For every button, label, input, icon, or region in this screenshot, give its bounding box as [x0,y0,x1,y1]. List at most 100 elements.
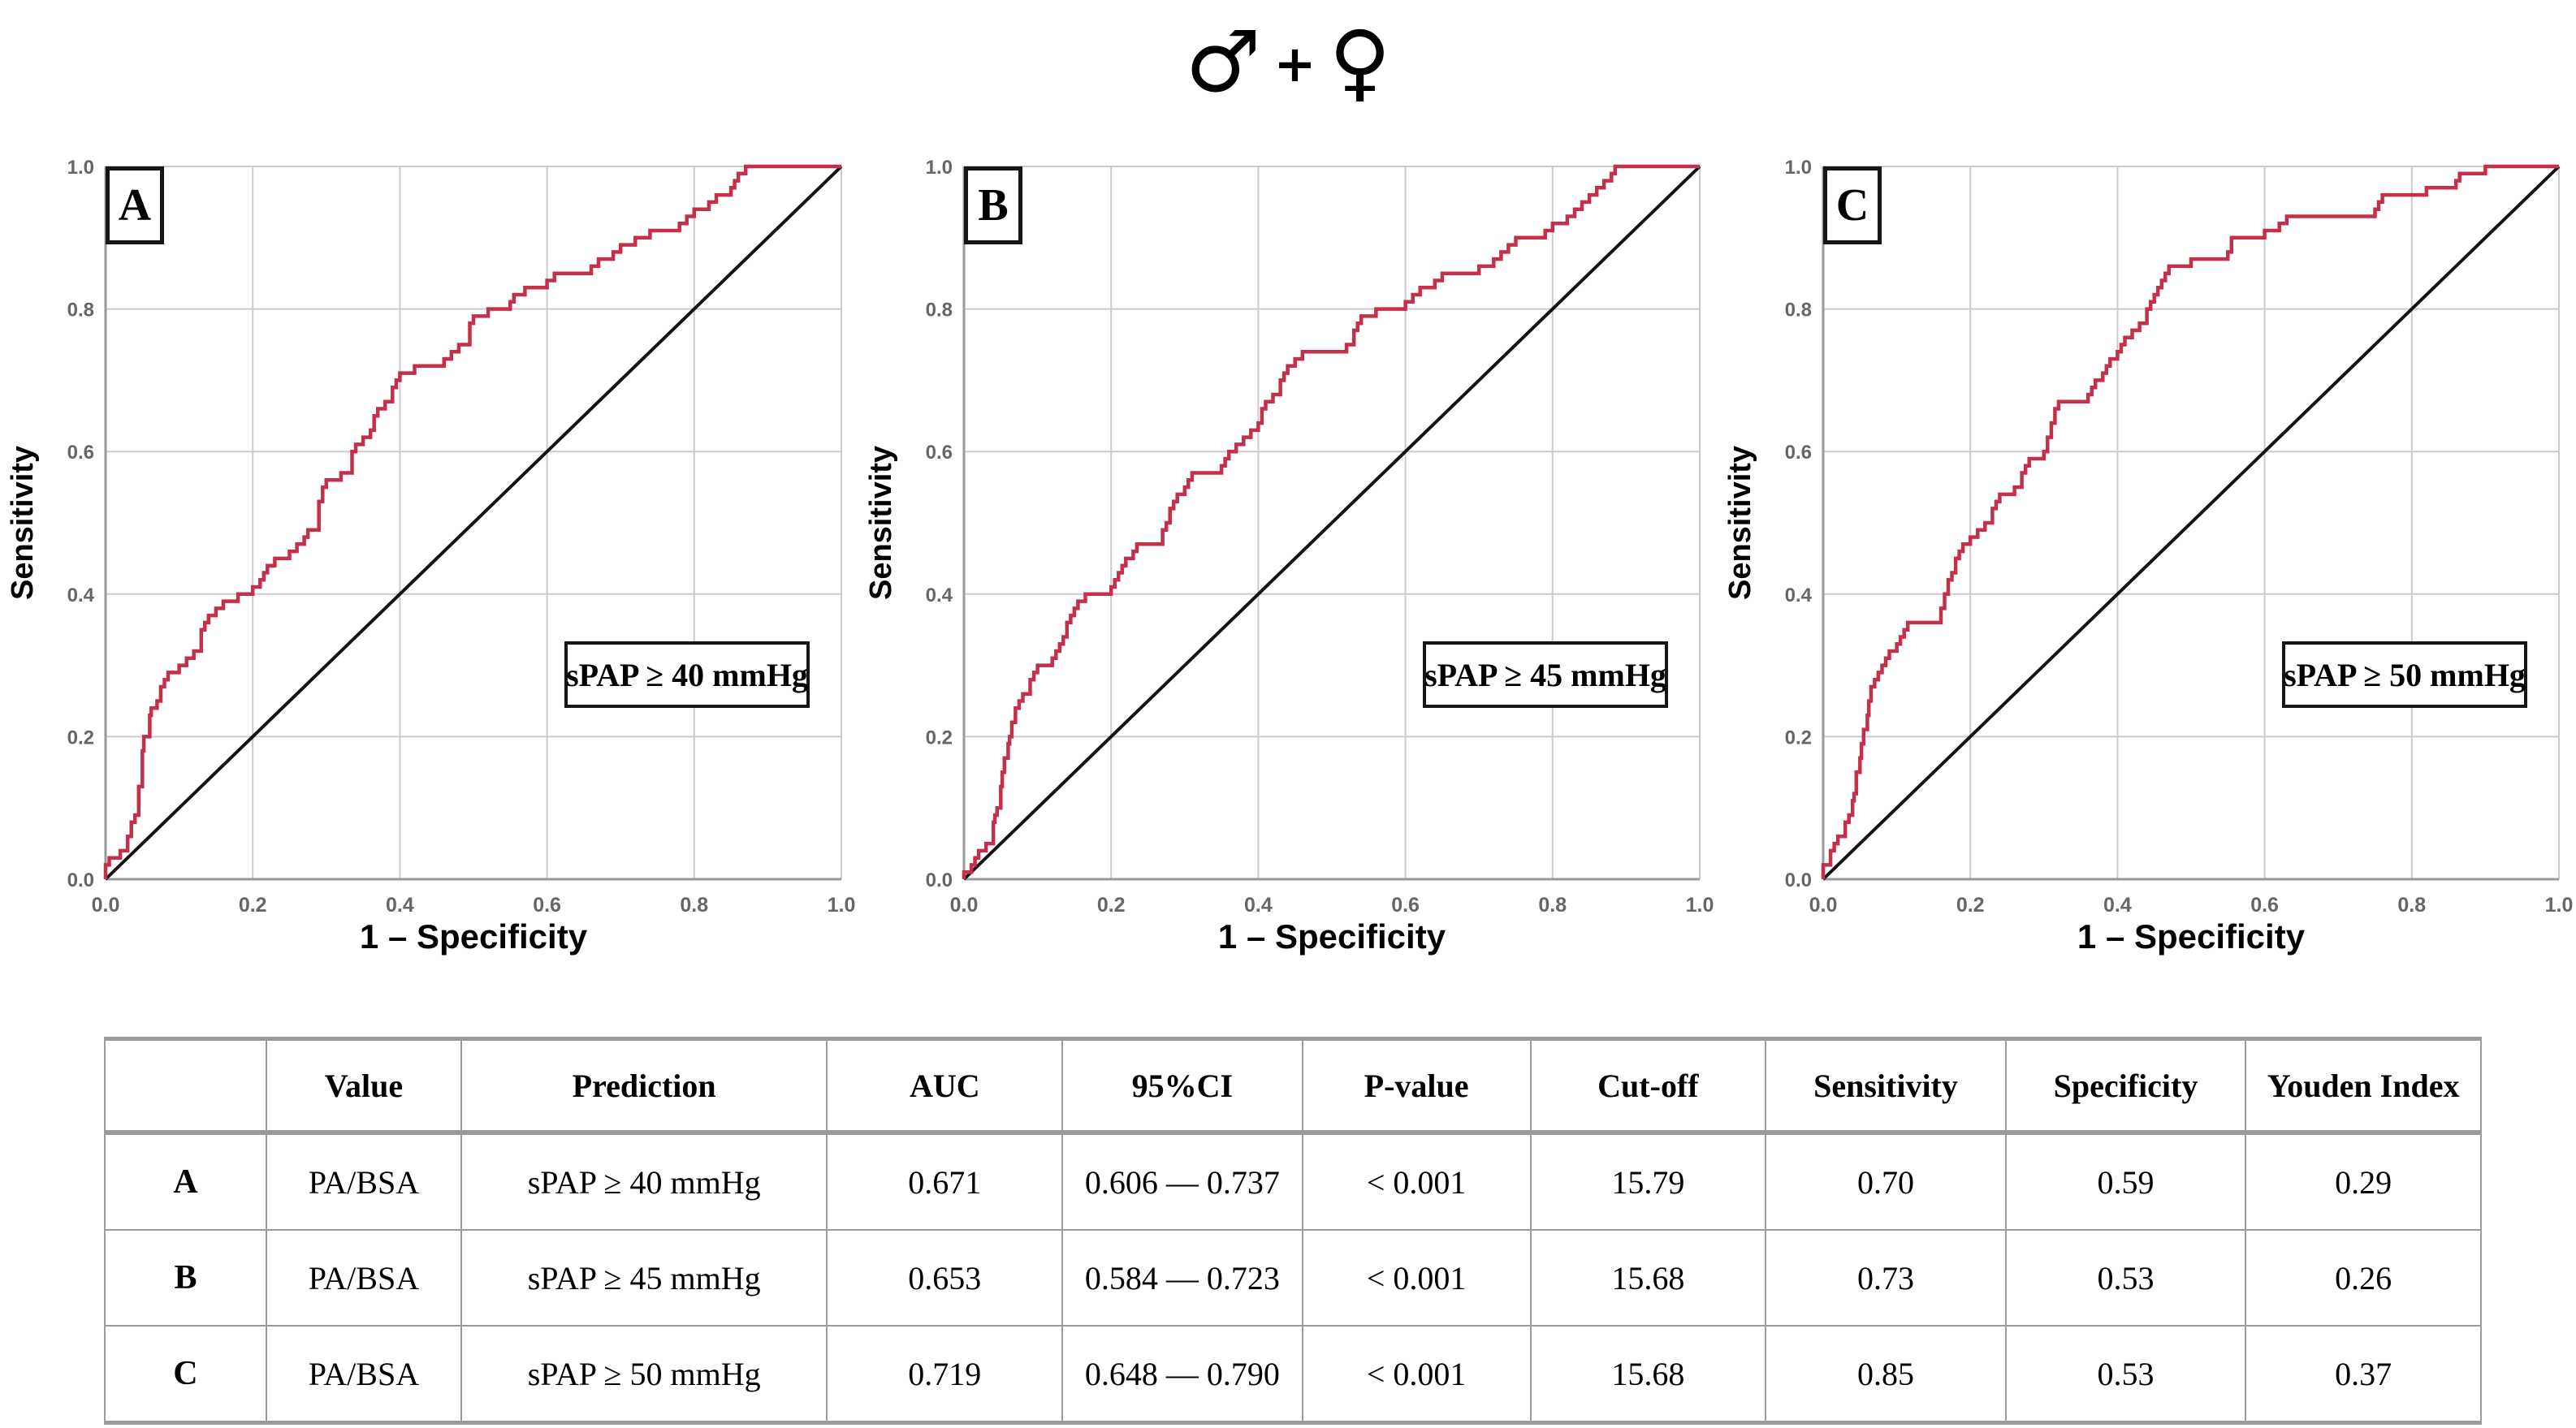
x-tick-label: 0.4 [386,894,414,917]
table-cell: 0.719 [826,1325,1064,1424]
y-tick-label: 0.6 [926,442,953,464]
x-tick-label: 0.4 [2103,894,2132,917]
table-cell: 0.59 [2004,1132,2247,1231]
table-cell: 0.53 [2004,1229,2247,1327]
y-tick-label: 0.0 [1785,869,1812,891]
table-cell: PA/BSA [265,1132,462,1231]
roc-plot-c: 0.0 0.2 0.4 0.6 0.8 1.0 0.0 0.2 0.4 0.6 0.8 1.0 1 – … [1723,157,2574,956]
y-tick-label: 0.8 [67,300,94,321]
table-cell: 0.29 [2245,1132,2482,1231]
table-cell: 0.653 [826,1229,1064,1327]
y-tick-label: 1.0 [926,157,953,179]
table-row-label: A [104,1132,267,1231]
x-axis-title: 1 – Specificity [360,917,588,956]
table-cell: 0.648 — 0.790 [1061,1325,1303,1424]
roc-statistics-table-wrap: Value Prediction AUC 95%CI P-value Cut-o… [104,1037,2482,1425]
x-tick-label: 1.0 [1686,894,1714,917]
panel-letter-box: B [964,166,1022,244]
table-cell: 0.73 [1765,1229,2007,1327]
roc-curve [962,164,1700,879]
table-cell: 0.53 [2004,1325,2247,1424]
panel-letter-box: C [1823,166,1882,244]
y-tick-label: 0.4 [1785,585,1813,606]
y-tick-label: 0.6 [1785,442,1812,464]
table-cell: 0.606 — 0.737 [1061,1132,1303,1231]
table-cell: 0.37 [2245,1325,2482,1424]
x-tick-label: 0.0 [1809,894,1838,917]
x-tick-label: 0.4 [1244,894,1273,917]
y-tick-label: 0.8 [926,300,953,321]
x-tick-label: 0.8 [1538,894,1567,917]
panel-letter: C [1835,180,1869,231]
y-tick-label: 0.4 [67,585,95,606]
roc-curve [1821,164,2559,879]
table-cell: sPAP ≥ 40 mmHg [460,1132,828,1231]
table-cell: 15.68 [1529,1229,1767,1327]
y-axis-title: Sensitivity [864,446,898,600]
threshold-annotation-box: sPAP ≥ 45 mmHg [1423,641,1668,708]
x-tick-label: 1.0 [2545,894,2574,917]
y-tick-label: 0.0 [67,869,94,891]
y-axis-title: Sensitivity [6,446,40,600]
table-header-cell: Specificity [2004,1038,2247,1135]
x-axis-title: 1 – Specificity [1218,917,1446,956]
panel-letter: B [978,180,1009,231]
x-tick-label: 0.6 [1391,894,1420,917]
table-header-cell: 95%CI [1061,1038,1303,1135]
table-cell: sPAP ≥ 45 mmHg [460,1229,828,1327]
roc-panel-a: 0.0 0.2 0.4 0.6 0.8 1.0 0.0 0.2 0.4 0.6 0.8 1.0 1 – … [0,130,858,990]
table-cell: 0.70 [1765,1132,2007,1231]
table-cell: sPAP ≥ 50 mmHg [460,1325,828,1424]
reference-diagonal-line [1822,165,2561,881]
y-tick-label: 0.2 [67,727,94,749]
table-row: C PA/BSA sPAP ≥ 50 mmHg 0.719 0.648 — 0.790 <… [104,1325,2482,1424]
x-tick-label: 0.8 [680,894,708,917]
table-cell: 15.79 [1529,1132,1767,1231]
threshold-annotation-text: sPAP ≥ 40 mmHg [566,656,808,693]
x-tick-label: 0.0 [92,894,120,917]
threshold-annotation-box: sPAP ≥ 50 mmHg [2282,641,2527,708]
plus-icon: + [1273,34,1316,93]
x-tick-label: 0.8 [2397,894,2426,917]
y-tick-label: 0.8 [1785,300,1812,321]
table-cell: < 0.001 [1301,1325,1532,1424]
roc-plot-b: 0.0 0.2 0.4 0.6 0.8 1.0 0.0 0.2 0.4 0.6 0.8 1.0 1 – … [864,157,1714,956]
figure-title: ♂ + ♀ [0,0,2576,123]
y-tick-label: 0.2 [926,727,953,749]
y-tick-label: 1.0 [1785,157,1812,179]
panel-letter-box: A [106,166,164,244]
x-axis-title: 1 – Specificity [2077,917,2306,956]
table-header-cell: Value [265,1038,462,1135]
roc-panel-b: 0.0 0.2 0.4 0.6 0.8 1.0 0.0 0.2 0.4 0.6 0.8 1.0 1 – … [858,130,1717,990]
table-header-cell: P-value [1301,1038,1532,1135]
table-cell: 0.26 [2245,1229,2482,1327]
x-tick-label: 0.2 [239,894,267,917]
table-cell: PA/BSA [265,1229,462,1327]
table-header-cell: Prediction [460,1038,828,1135]
roc-plot-a: 0.0 0.2 0.4 0.6 0.8 1.0 0.0 0.2 0.4 0.6 0.8 1.0 1 – … [6,157,855,956]
table-header-cell: AUC [826,1038,1064,1135]
table-cell: 0.584 — 0.723 [1061,1229,1303,1327]
y-tick-label: 0.4 [926,585,953,606]
y-tick-label: 0.2 [1785,727,1812,749]
female-symbol-icon: ♀ [1329,12,1391,111]
panel-letter: A [118,180,152,231]
table-header-cell: Cut-off [1529,1038,1767,1135]
x-tick-label: 0.2 [1956,894,1985,917]
threshold-annotation-box: sPAP ≥ 40 mmHg [564,641,810,708]
table-cell: PA/BSA [265,1325,462,1424]
y-tick-label: 0.6 [67,442,94,464]
x-tick-label: 0.6 [533,894,561,917]
table-cell: 0.671 [826,1132,1064,1231]
table-header-cell: Sensitivity [1765,1038,2007,1135]
table-header-cell: Youden Index [2245,1038,2482,1135]
roc-curve [103,164,841,879]
x-tick-label: 0.6 [2250,894,2279,917]
table-row-label: B [104,1229,267,1327]
table-row: B PA/BSA sPAP ≥ 45 mmHg 0.653 0.584 — 0.723 <… [104,1229,2482,1327]
table-header-cell [104,1038,267,1135]
roc-panel-c: 0.0 0.2 0.4 0.6 0.8 1.0 0.0 0.2 0.4 0.6 0.8 1.0 1 – … [1718,130,2576,990]
roc-statistics-table: Value Prediction AUC 95%CI P-value Cut-o… [104,1037,2482,1425]
y-axis-title: Sensitivity [1723,446,1757,600]
reference-diagonal-line [962,165,1701,881]
